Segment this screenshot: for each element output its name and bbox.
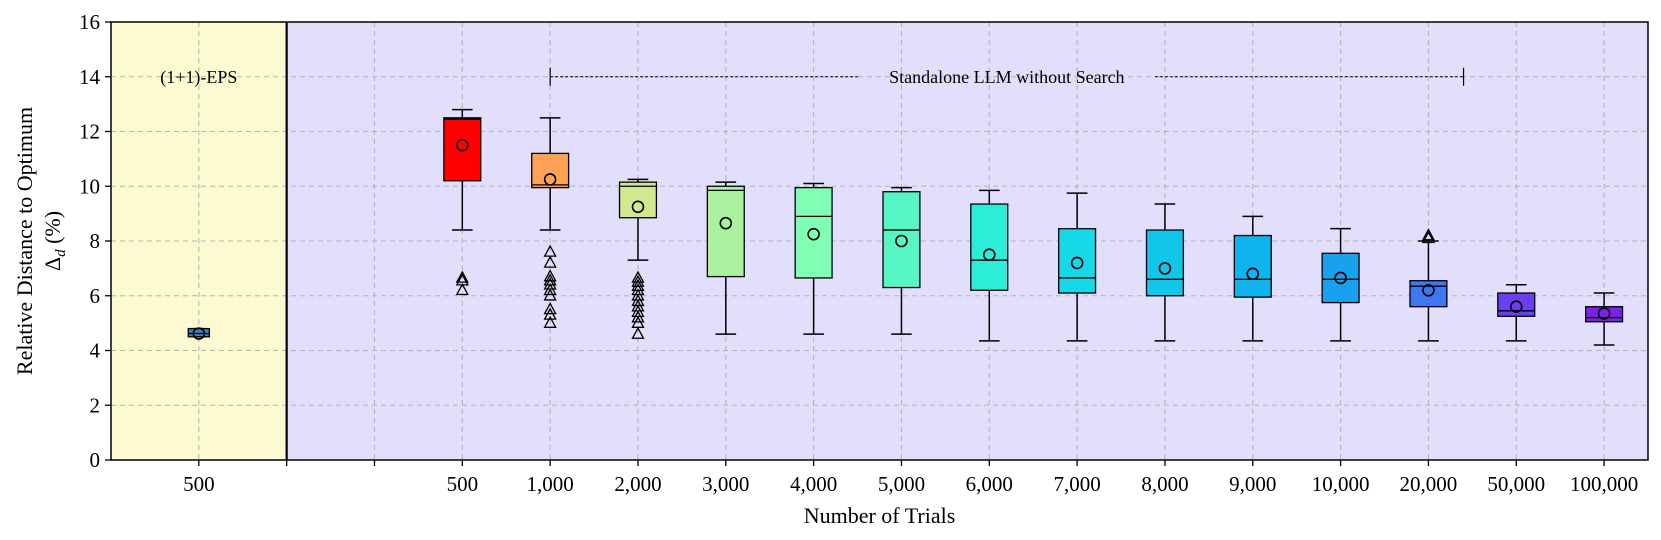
- region-label-eps: (1+1)-EPS: [160, 67, 237, 88]
- axes: [105, 21, 1649, 466]
- y-axis-title-line2: Δd (%): [40, 211, 69, 271]
- x-tick-label: 500: [183, 472, 215, 496]
- outlier-marker: [1421, 228, 1436, 241]
- x-tick-label: 10,000: [1312, 472, 1370, 496]
- box-8: [1058, 192, 1097, 342]
- box-4: [706, 181, 745, 335]
- mean-marker: [1070, 256, 1084, 270]
- box-12: [1409, 228, 1448, 342]
- x-axis-title: Number of Trials: [804, 503, 956, 528]
- mean-marker: [1246, 267, 1260, 281]
- mean-marker: [1422, 283, 1435, 297]
- boxes: [187, 108, 1624, 346]
- box-7: [970, 189, 1009, 342]
- mean-marker: [631, 200, 645, 214]
- x-tick-label: 6,000: [966, 472, 1013, 496]
- box-body: [1233, 234, 1272, 298]
- x-tick-label: 50,000: [1487, 472, 1545, 496]
- box-5: [794, 182, 833, 335]
- box-body: [187, 327, 211, 338]
- box-13: [1497, 284, 1536, 342]
- y-tick-label: 16: [79, 10, 100, 34]
- mean-marker: [807, 227, 820, 241]
- outlier-marker: [1421, 230, 1436, 244]
- outlier-marker: [631, 326, 645, 339]
- box-body: [882, 191, 921, 289]
- box-9: [1145, 203, 1185, 342]
- x-tick-label: 3,000: [702, 472, 749, 496]
- box-3: [618, 178, 658, 339]
- y-tick-label: 4: [90, 339, 101, 363]
- outlier-marker: [631, 282, 645, 296]
- y-axis-symbol: Δ: [40, 257, 65, 271]
- box-body: [443, 117, 482, 182]
- mean-marker: [982, 248, 996, 261]
- outlier-marker: [455, 270, 469, 283]
- x-tick-label: 1,000: [527, 472, 574, 496]
- box-body: [531, 152, 570, 189]
- x-tick-label: 4,000: [790, 472, 837, 496]
- box-body: [706, 185, 745, 278]
- x-tick-labels: 500 500 1,000 2,000 3,000 4,000 5,000 6,000 7,00…: [183, 472, 1638, 496]
- x-tick-label: 500: [447, 472, 479, 496]
- outlier-marker: [455, 273, 469, 286]
- x-tick-label: 8,000: [1141, 472, 1188, 496]
- x-tick-label: 100,000: [1570, 472, 1638, 496]
- mean-marker: [1334, 271, 1347, 285]
- outlier-marker: [631, 270, 645, 283]
- box-body: [1058, 228, 1097, 294]
- outlier-marker: [543, 315, 557, 328]
- y-tick-label: 2: [90, 393, 101, 417]
- box-body: [1321, 252, 1360, 304]
- outlier-marker: [543, 273, 557, 286]
- x-tick-label: 2,000: [614, 472, 661, 496]
- mean-marker: [1509, 300, 1523, 314]
- y-axis-subscript: d: [53, 249, 69, 257]
- region-label-standalone: Standalone LLM without Search: [889, 67, 1124, 87]
- outlier-marker: [543, 302, 557, 315]
- y-tick-label: 6: [90, 284, 101, 308]
- box-6: [882, 186, 921, 335]
- mean-marker: [192, 327, 206, 340]
- outlier-marker: [543, 269, 557, 282]
- y-tick-label: 14: [79, 65, 101, 89]
- box-1: [443, 108, 482, 296]
- mean-marker: [895, 234, 908, 248]
- x-tick-label: 7,000: [1053, 472, 1100, 496]
- outlier-marker: [631, 278, 645, 292]
- mean-marker: [719, 216, 733, 230]
- x-tick-label: 20,000: [1400, 472, 1458, 496]
- y-tick-label: 8: [90, 229, 101, 253]
- outlier-marker: [543, 277, 557, 290]
- y-tick-labels: 0 2 4 6 8 10 12 14 16: [79, 10, 101, 472]
- y-tick-label: 0: [90, 448, 101, 472]
- box-14: [1584, 292, 1624, 346]
- y-axis-title-line1: Relative Distance to Optimum: [12, 107, 37, 375]
- y-axis-unit: (%): [40, 211, 65, 249]
- outlier-marker: [631, 274, 645, 287]
- y-tick-label: 12: [79, 120, 100, 144]
- box-body: [970, 203, 1009, 291]
- box-0: [187, 327, 211, 340]
- outlier-marker: [455, 282, 469, 296]
- y-tick-label: 10: [79, 174, 100, 198]
- mean-marker: [543, 173, 557, 186]
- y-axis-title: Relative Distance to Optimum Δd (%): [12, 107, 69, 375]
- standalone-bracket: [549, 67, 1465, 86]
- box-body: [794, 186, 833, 279]
- x-tick-label: 9,000: [1229, 472, 1276, 496]
- outlier-marker: [543, 244, 557, 257]
- box-2: [531, 117, 570, 328]
- mean-marker: [1597, 307, 1611, 320]
- box-11: [1321, 227, 1360, 342]
- mean-marker: [456, 138, 469, 152]
- mean-marker: [1158, 262, 1172, 275]
- box-10: [1233, 215, 1272, 342]
- x-tick-label: 5,000: [878, 472, 925, 496]
- outlier-marker: [543, 255, 557, 268]
